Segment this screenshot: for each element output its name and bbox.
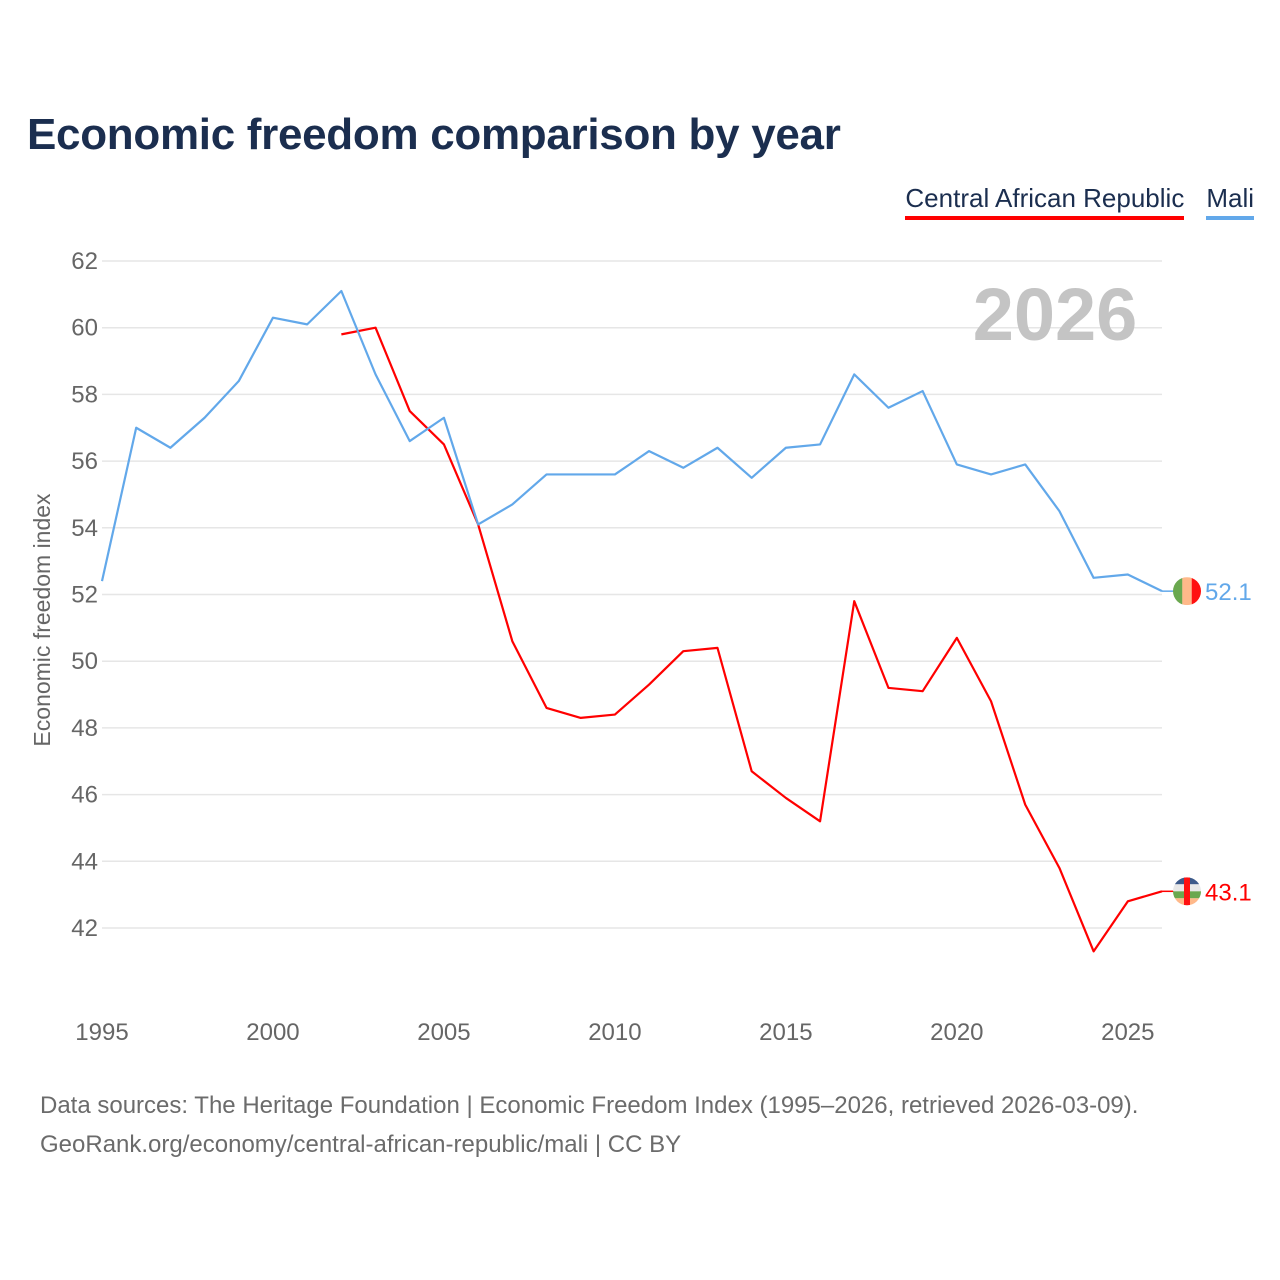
data-point-central-african-republic	[509, 638, 515, 644]
source-url[interactable]: GeoRank.org/economy/central-african-repu…	[40, 1131, 682, 1158]
data-point-mali	[680, 465, 686, 471]
central-african-republic-flag-icon	[1173, 877, 1201, 906]
data-point-central-african-republic	[441, 441, 447, 447]
data-point-central-african-republic	[714, 645, 720, 651]
data-point-mali	[133, 425, 139, 431]
data-point-mali	[851, 371, 857, 377]
data-point-mali	[920, 388, 926, 394]
data-point-central-african-republic	[783, 795, 789, 801]
y-tick-label: 44	[71, 848, 98, 875]
data-point-mali	[99, 578, 105, 584]
y-tick-label: 58	[71, 381, 98, 408]
data-point-central-african-republic	[885, 685, 891, 691]
y-tick-label: 48	[71, 715, 98, 742]
series-line-central-african-republic	[341, 326, 1163, 953]
x-tick-label: 1995	[75, 1019, 128, 1046]
data-point-mali	[338, 288, 344, 294]
x-tick-label: 2015	[759, 1019, 812, 1046]
data-point-central-african-republic	[407, 408, 413, 414]
data-point-central-african-republic	[544, 705, 550, 711]
y-tick-label: 60	[71, 315, 98, 342]
end-value-label-central-african-republic: 43.1	[1205, 879, 1252, 906]
x-tick-label: 2010	[588, 1019, 641, 1046]
y-tick-label: 62	[71, 248, 98, 275]
data-point-central-african-republic	[338, 331, 344, 337]
legend-item-central-african-republic[interactable]: Central African Republic	[905, 183, 1185, 220]
data-point-mali	[578, 471, 584, 477]
data-point-central-african-republic	[988, 698, 994, 704]
line-chart: 42 44 46 48 50 52 54 56 58 60 62 1995 2000 2005 2010 2…	[29, 248, 1252, 1046]
year-watermark: 2026	[973, 273, 1138, 356]
data-point-mali	[714, 445, 720, 451]
data-point-central-african-republic	[920, 688, 926, 694]
data-point-mali	[167, 445, 173, 451]
data-point-mali	[885, 405, 891, 411]
data-point-mali	[749, 475, 755, 481]
y-tick-label: 54	[71, 515, 98, 542]
data-point-central-african-republic	[612, 712, 618, 718]
data-point-central-african-republic	[1056, 865, 1062, 871]
data-point-mali	[270, 315, 276, 321]
footer: Data sources: The Heritage Foundation | …	[40, 1086, 1138, 1164]
data-point-central-african-republic	[646, 682, 652, 688]
data-point-central-african-republic	[578, 715, 584, 721]
data-point-central-african-republic	[373, 325, 379, 331]
x-tick-label: 2025	[1101, 1019, 1154, 1046]
legend-item-mali[interactable]: Mali	[1206, 183, 1254, 220]
data-point-central-african-republic	[1022, 802, 1028, 808]
y-tick-label: 50	[71, 648, 98, 675]
data-point-mali	[544, 471, 550, 477]
end-value-label-mali: 52.1	[1205, 579, 1252, 606]
data-point-mali	[954, 461, 960, 467]
data-point-central-african-republic	[1091, 948, 1097, 954]
data-point-mali	[407, 438, 413, 444]
data-point-mali	[1125, 571, 1131, 577]
data-point-mali	[646, 448, 652, 454]
y-axis-label: Economic freedom index	[29, 493, 55, 747]
y-tick-label: 52	[71, 582, 98, 609]
data-point-mali	[1022, 461, 1028, 467]
data-point-mali	[441, 415, 447, 421]
data-point-mali	[1091, 575, 1097, 581]
data-source-note: Data sources: The Heritage Foundation | …	[40, 1092, 1139, 1119]
data-point-mali	[304, 321, 310, 327]
x-tick-label: 2005	[417, 1019, 470, 1046]
data-point-mali	[475, 521, 481, 527]
data-point-central-african-republic	[680, 648, 686, 654]
data-point-central-african-republic	[1125, 898, 1131, 904]
legend: Central African Republic Mali	[905, 183, 1254, 220]
series-line-mali	[100, 289, 1163, 593]
data-point-mali	[509, 501, 515, 507]
x-tick-label: 2000	[246, 1019, 299, 1046]
data-point-central-african-republic	[817, 818, 823, 824]
data-point-central-african-republic	[954, 635, 960, 641]
y-tick-label: 46	[71, 782, 98, 809]
data-point-mali	[783, 445, 789, 451]
x-tick-label: 2020	[930, 1019, 983, 1046]
mali-flag-icon	[1173, 577, 1201, 606]
y-tick-label: 56	[71, 448, 98, 475]
data-point-central-african-republic	[851, 598, 857, 604]
data-point-central-african-republic	[749, 768, 755, 774]
data-point-mali	[236, 378, 242, 384]
data-point-mali	[988, 471, 994, 477]
data-point-mali	[1056, 508, 1062, 514]
data-point-mali	[373, 371, 379, 377]
data-point-mali	[817, 441, 823, 447]
data-point-mali	[612, 471, 618, 477]
y-tick-label: 42	[71, 915, 98, 942]
data-point-mali	[202, 415, 208, 421]
chart-title: Economic freedom comparison by year	[27, 110, 841, 159]
